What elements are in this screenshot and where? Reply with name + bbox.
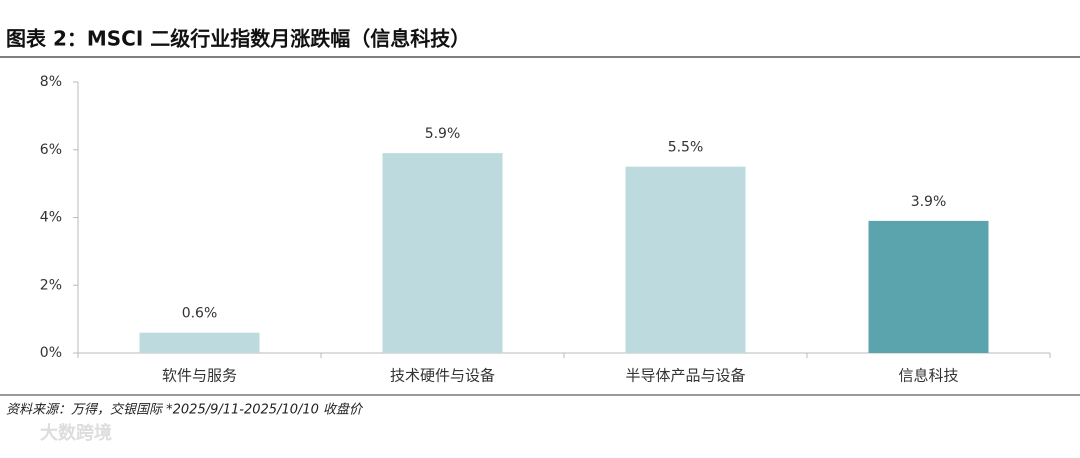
- y-tick-label: 2%: [40, 277, 62, 293]
- y-tick-label: 6%: [40, 142, 62, 158]
- bar: [868, 220, 989, 353]
- bar: [382, 153, 503, 353]
- watermark: 大数跨境: [40, 422, 112, 444]
- y-tick-label: 8%: [40, 74, 62, 90]
- x-tick-label: 信息科技: [898, 367, 958, 385]
- value-label: 5.9%: [425, 126, 461, 142]
- bar: [625, 166, 746, 353]
- value-label: 3.9%: [911, 194, 947, 210]
- y-tick-label: 0%: [40, 345, 62, 361]
- chart-title: 图表 2：MSCI 二级行业指数月涨跌幅（信息科技）: [6, 27, 470, 51]
- y-tick-label: 4%: [40, 210, 62, 226]
- x-tick-label: 软件与服务: [162, 367, 237, 385]
- value-label: 5.5%: [668, 140, 704, 156]
- source-note: 资料来源：万得，交银国际 *2025/9/11-2025/10/10 收盘价: [6, 402, 364, 418]
- value-label: 0.6%: [182, 306, 218, 322]
- bar: [139, 332, 260, 353]
- x-tick-label: 半导体产品与设备: [625, 367, 745, 385]
- x-tick-label: 技术硬件与设备: [390, 367, 495, 385]
